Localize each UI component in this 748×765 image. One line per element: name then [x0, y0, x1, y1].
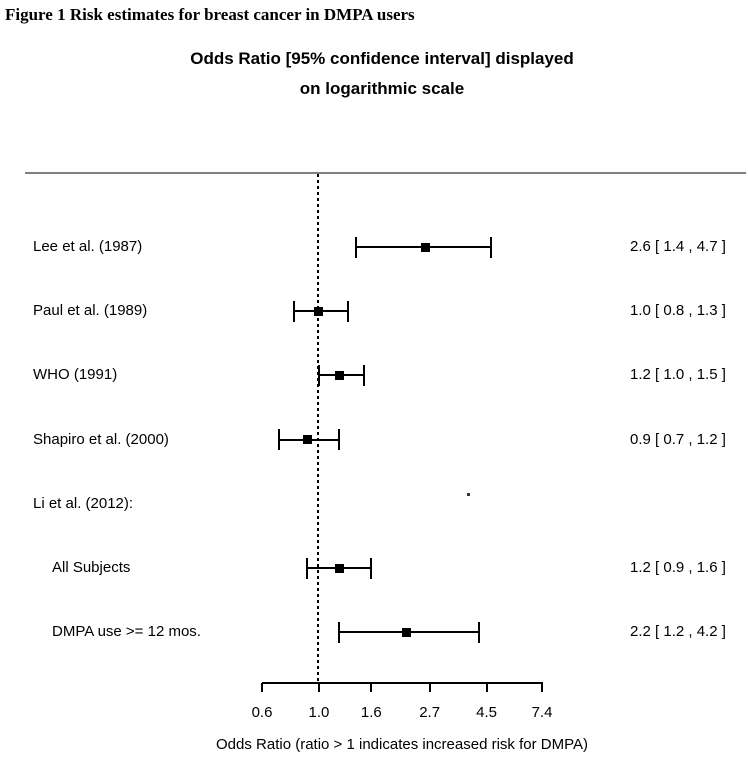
ci-cap-left — [293, 300, 296, 322]
or-marker — [420, 242, 430, 252]
study-label: WHO (1991) — [33, 366, 118, 384]
study-label: Shapiro et al. (2000) — [33, 430, 169, 448]
chart-title: Odds Ratio [95% confidence interval] dis… — [82, 44, 682, 104]
study-label: Li et al. (2012): — [33, 494, 134, 512]
tick-label: 0.6 — [251, 704, 273, 721]
reference-line-or-1 — [317, 174, 319, 683]
estimate-text: 2.2 [ 1.2 , 4.2 ] — [630, 623, 726, 641]
figure-caption: Figure 1 Risk estimates for breast cance… — [5, 5, 415, 24]
study-label: DMPA use >= 12 mos. — [52, 623, 201, 641]
estimate-text: 1.2 [ 0.9 , 1.6 ] — [630, 559, 726, 576]
tick-mark — [428, 683, 431, 692]
tick-mark — [541, 683, 543, 692]
or-marker — [334, 370, 344, 380]
or-marker — [314, 306, 324, 316]
ci-cap-right — [338, 429, 341, 451]
chart-title-line2: on logarithmic scale — [299, 79, 465, 98]
or-marker — [402, 627, 412, 637]
or-marker — [334, 563, 344, 573]
or-marker — [302, 435, 312, 445]
ci-cap-left — [338, 621, 341, 643]
ci-cap-right — [370, 557, 373, 579]
tick-mark — [317, 683, 320, 692]
tick-mark — [485, 683, 488, 692]
ci-cap-right — [347, 300, 350, 322]
tick-mark — [261, 683, 263, 692]
x-axis-label: Odds Ratio (ratio > 1 indicates increase… — [216, 736, 588, 753]
tick-label: 7.4 — [531, 704, 553, 721]
ci-cap-right — [490, 236, 493, 258]
tick-mark — [370, 683, 373, 692]
tick-label: 4.5 — [476, 704, 497, 721]
stray-point-dot — [467, 493, 470, 496]
estimate-text: 1.0 [ 0.8 , 1.3 ] — [630, 302, 726, 320]
ci-cap-left — [278, 429, 281, 451]
top-separator-rule — [25, 172, 746, 174]
estimate-text: 1.2 [ 1.0 , 1.5 ] — [630, 366, 726, 384]
tick-label: 1.6 — [360, 704, 382, 721]
estimate-text: 0.9 [ 0.7 , 1.2 ] — [630, 430, 726, 448]
tick-label: 2.7 — [419, 704, 441, 721]
study-label: Lee et al. (1987) — [33, 238, 143, 255]
ci-cap-left — [355, 236, 358, 258]
chart-title-line1: Odds Ratio [95% confidence interval] dis… — [190, 49, 574, 68]
estimate-text: 2.6 [ 1.4 , 4.7 ] — [630, 238, 726, 255]
ci-cap-left — [306, 557, 309, 579]
x-axis-line — [262, 682, 543, 684]
ci-cap-left — [317, 364, 320, 386]
study-label: All Subjects — [52, 559, 131, 576]
ci-cap-right — [477, 621, 480, 643]
ci-cap-right — [363, 364, 366, 386]
study-label: Paul et al. (1989) — [33, 302, 148, 320]
tick-label: 1.0 — [308, 704, 330, 721]
